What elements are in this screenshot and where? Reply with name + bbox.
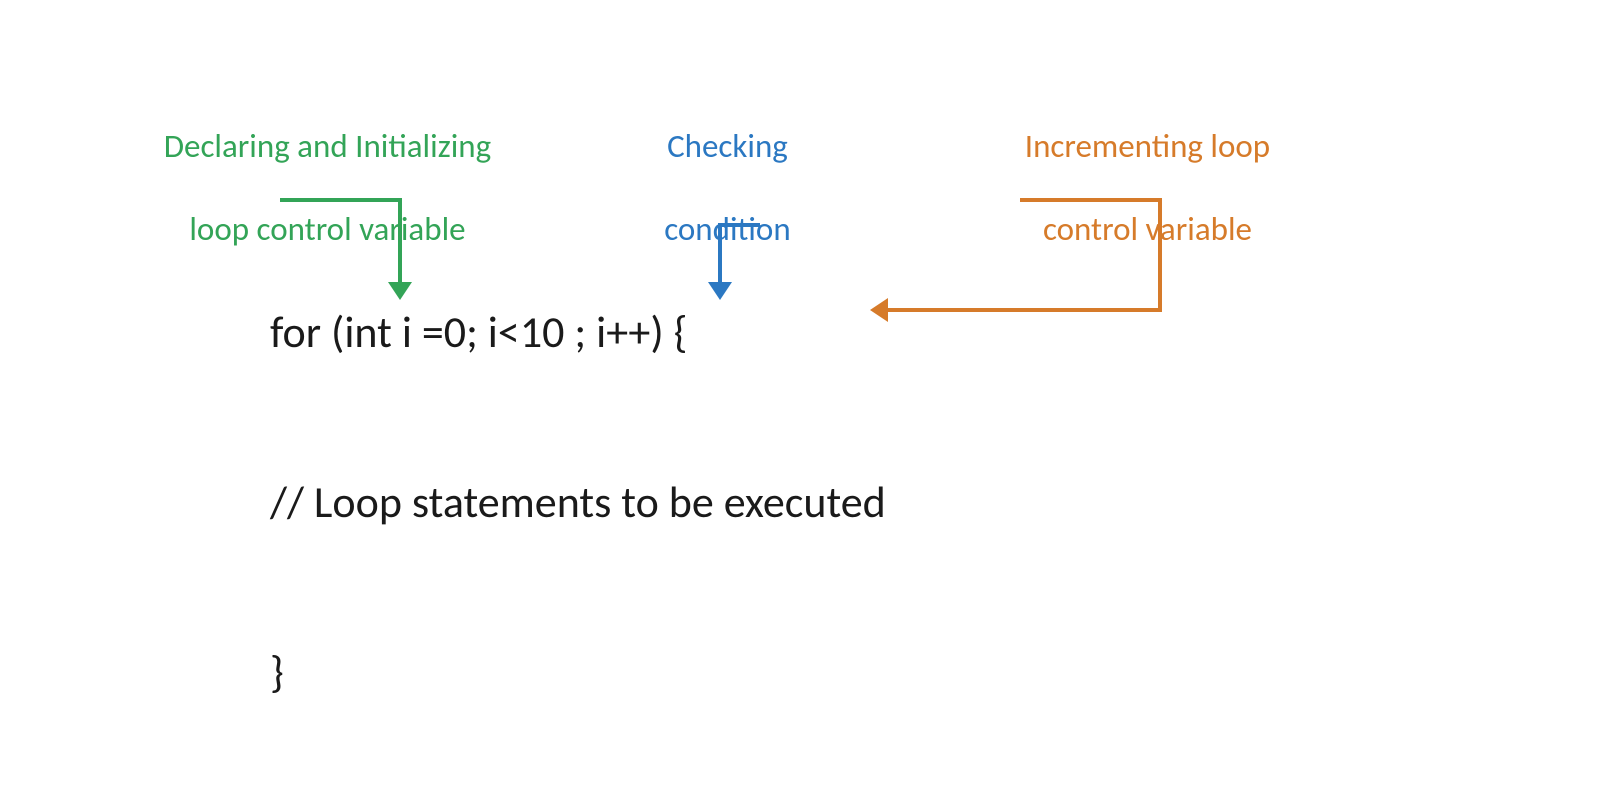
label-check: Checking condition (610, 85, 830, 250)
label-declare-line2: loop control variable (189, 209, 465, 249)
arrow-increment-head (870, 298, 888, 322)
label-declare-line1: Declaring and Initializing (164, 126, 491, 166)
label-check-line1: Checking (667, 126, 788, 166)
label-increment-line1: Incrementing loop (1025, 126, 1270, 166)
label-declare: Declaring and Initializing loop control … (100, 85, 540, 250)
label-check-line2: condition (664, 209, 790, 249)
code-for-line: for (int i =0; i<10 ; i++) { (270, 305, 687, 359)
code-close-brace: } (270, 645, 284, 699)
arrow-declare-head (388, 282, 412, 300)
label-increment-line2: control variable (1043, 209, 1252, 249)
arrow-check-head (708, 282, 732, 300)
code-body-line: // Loop statements to be executed (270, 475, 886, 529)
label-increment: Incrementing loop control variable (970, 85, 1310, 250)
